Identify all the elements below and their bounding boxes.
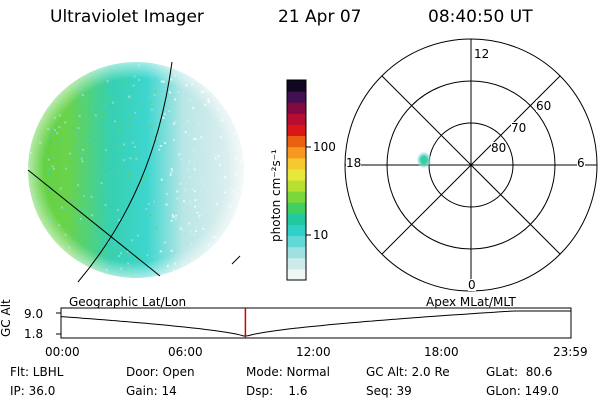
colorbar-cell	[287, 135, 306, 148]
colorbar-tick-10: 10	[313, 228, 329, 242]
colorbar-cell	[287, 146, 306, 159]
colorbar-cell	[287, 246, 306, 259]
status-mode: Mode: Normal	[246, 365, 330, 379]
globe-projection-label: Geographic Lat/Lon	[69, 295, 187, 309]
altitude-ytick-1-8: 1.8	[24, 327, 44, 341]
tick-mark	[231, 255, 241, 265]
mlt-label-6: 6	[577, 156, 585, 170]
colorbar-cell	[287, 113, 306, 125]
colorbar-cell	[287, 168, 306, 181]
lat-label-60: 60	[536, 99, 552, 113]
longitude-line	[77, 61, 173, 283]
status-filter: Flt: LBHL	[10, 365, 64, 379]
observation-time: 08:40:50 UT	[428, 7, 533, 27]
status-glon: GLon: 149.0	[486, 384, 559, 398]
status-door: Door: Open	[126, 365, 195, 379]
lat-label-80: 80	[491, 141, 507, 155]
mlt-label-18: 18	[346, 156, 362, 170]
colorbar-tick-100: 100	[313, 140, 336, 154]
polar-projection-label: Apex MLat/MLT	[426, 295, 516, 309]
altitude-xtick-0600: 06:00	[168, 345, 203, 359]
altitude-ytick-9: 9.0	[24, 307, 44, 321]
colorbar-cell	[287, 91, 306, 103]
status-gain: Gain: 14	[126, 384, 177, 398]
altitude-xtick-1800: 18:00	[424, 345, 459, 359]
colorbar-cell	[287, 257, 306, 270]
colorbar-cell	[287, 124, 306, 137]
observation-date: 21 Apr 07	[278, 7, 362, 27]
status-ip: IP: 36.0	[10, 384, 56, 398]
polar-uv-spot	[417, 152, 431, 168]
status-dsp: Dsp: 1.6	[246, 384, 308, 398]
instrument-title: Ultraviolet Imager	[50, 7, 204, 27]
status-glat: GLat: 80.6	[486, 365, 553, 379]
latitude-line	[27, 169, 161, 277]
colorbar-cell	[287, 202, 306, 214]
colorbar-cell	[287, 268, 306, 281]
colorbar-cell	[287, 191, 306, 203]
colorbar-cell	[287, 180, 306, 192]
altitude-xtick-2359: 23:59	[553, 345, 588, 359]
lat-label-70: 70	[511, 121, 527, 135]
status-gc-alt: GC Alt: 2.0 Re	[366, 365, 450, 379]
colorbar-cell	[287, 157, 306, 170]
mlt-label-12: 12	[474, 47, 490, 61]
altitude-xtick-1200: 12:00	[296, 345, 331, 359]
colorbar-cell	[287, 235, 306, 248]
mlt-label-0: 0	[468, 278, 476, 292]
colorbar-cell	[287, 224, 306, 237]
altitude-xtick-0000: 00:00	[45, 345, 80, 359]
status-seq: Seq: 39	[366, 384, 412, 398]
colorbar-cell	[287, 213, 306, 225]
altitude-curve	[60, 310, 571, 337]
colorbar-cell	[287, 102, 306, 114]
colorbar-cell	[287, 80, 306, 92]
altitude-ylabel: GC Alt	[0, 299, 13, 337]
